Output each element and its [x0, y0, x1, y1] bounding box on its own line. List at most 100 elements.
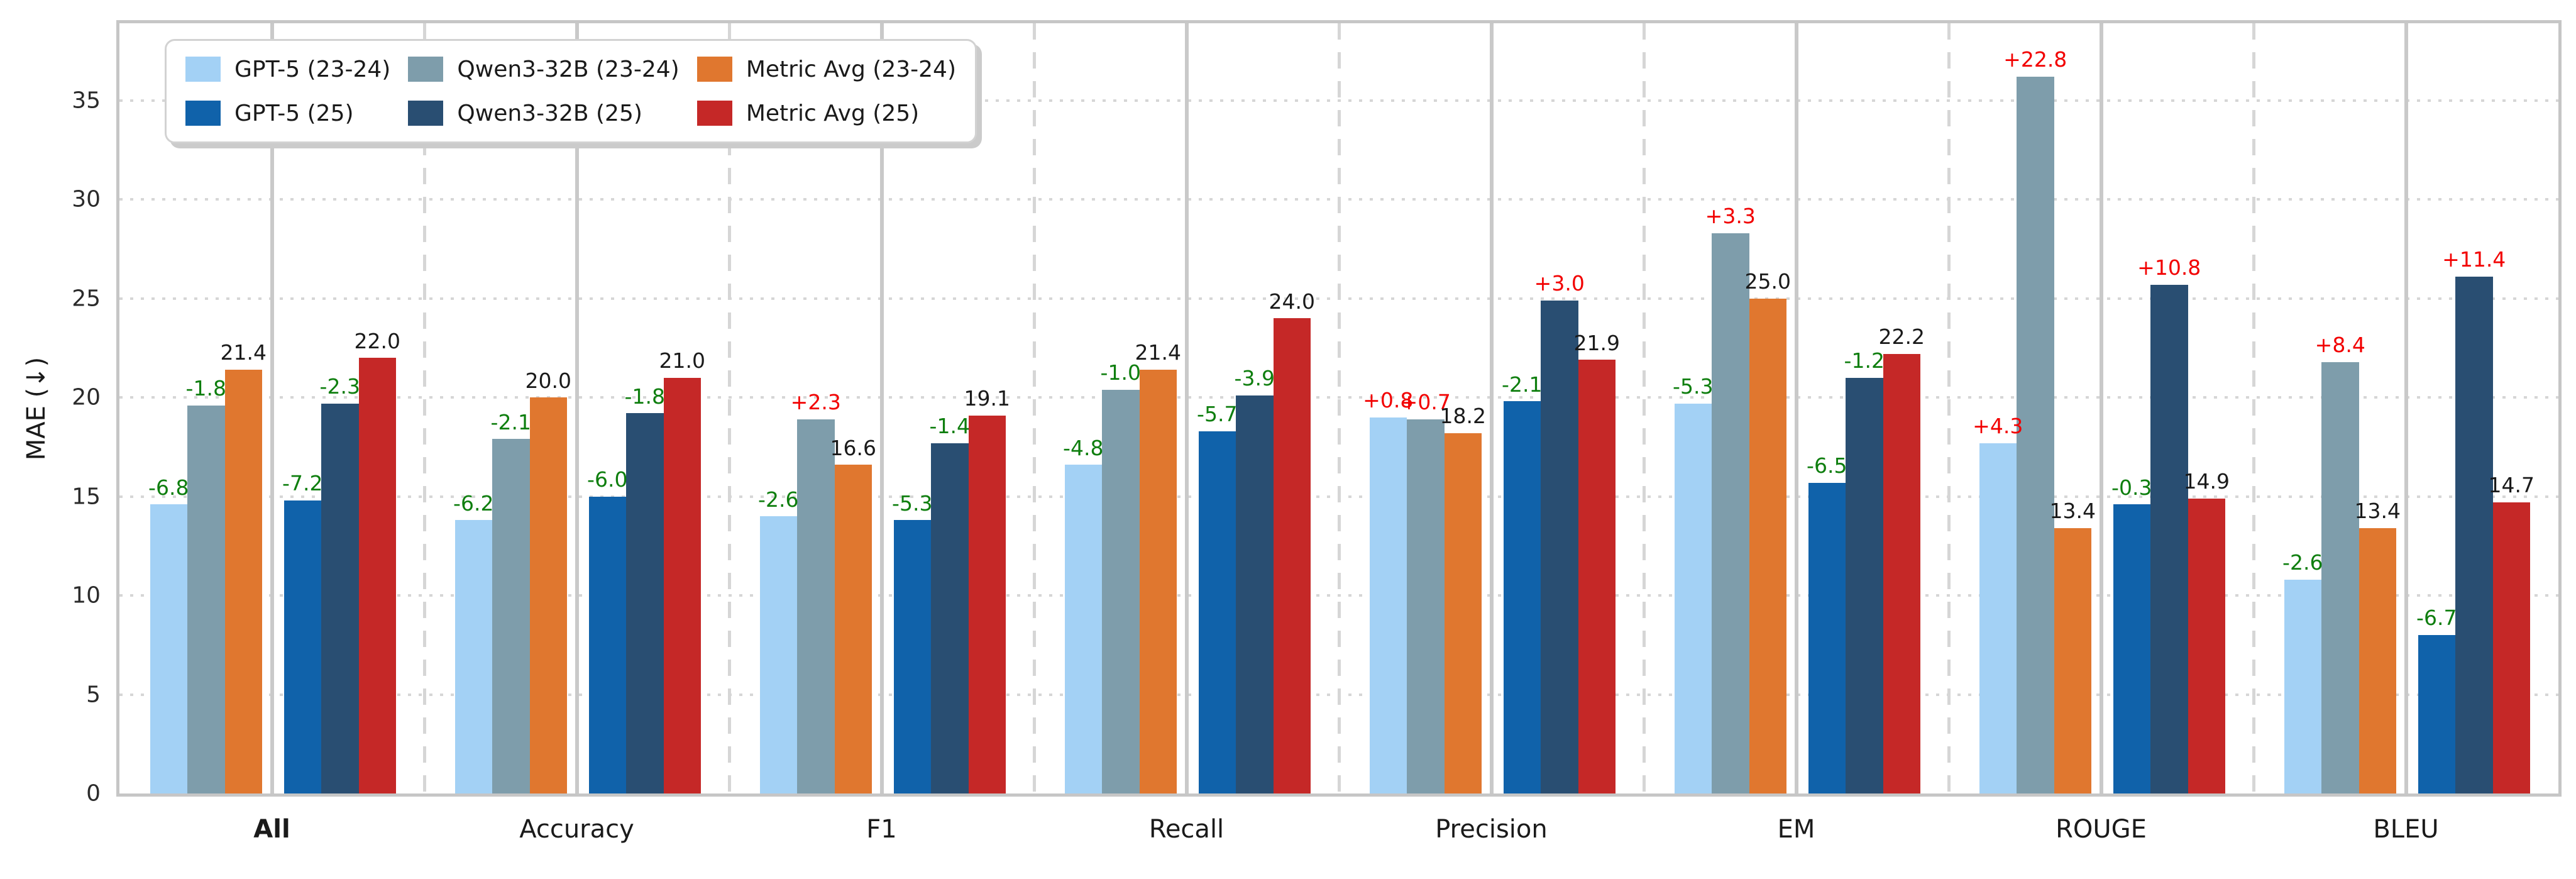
- y-tick-label: 5: [86, 682, 101, 708]
- plot-area: -6.8 -6.2 -2.6 -4.8 +0.8 -5.3 +4.3 -2.6 -1.8 -2.1…: [116, 20, 2562, 797]
- bar: [2321, 362, 2359, 793]
- y-tick-label: 30: [72, 186, 101, 213]
- bar: [588, 496, 626, 793]
- bar-label: 14.7: [2488, 473, 2535, 498]
- bar-label: 24.0: [1269, 289, 1315, 314]
- bar-label: 21.4: [220, 340, 267, 365]
- bar: [1979, 443, 2017, 793]
- bar: [283, 500, 321, 793]
- bar-label: +4.3: [1973, 413, 2023, 438]
- category-separator-line: [1032, 23, 1036, 793]
- bar: [1198, 431, 1236, 793]
- bar-label: -1.8: [185, 376, 226, 401]
- group-separator-line: [2099, 23, 2103, 793]
- bar: [2359, 528, 2396, 793]
- legend-entry: Qwen3-32B (25): [408, 101, 679, 126]
- group-separator-line: [575, 23, 579, 793]
- bar: [1674, 403, 1712, 793]
- bar-label: 13.4: [2049, 499, 2096, 524]
- bar: [454, 520, 492, 793]
- x-category-label: BLEU: [2373, 815, 2439, 844]
- bar: [2017, 77, 2054, 793]
- bar: [2418, 635, 2455, 793]
- bar: [1236, 395, 1274, 793]
- bar-label: -2.3: [319, 374, 360, 399]
- group-separator-line: [879, 23, 884, 793]
- bar: [1369, 417, 1407, 793]
- legend-swatch: [696, 57, 732, 82]
- x-category-label: F1: [866, 815, 897, 844]
- group-separator-line: [1184, 23, 1189, 793]
- bar: [1503, 401, 1541, 793]
- legend-swatch: [408, 101, 444, 126]
- legend-entry: GPT-5 (25): [185, 101, 390, 126]
- bar-label: 14.9: [2183, 469, 2230, 494]
- bar: [1846, 377, 1883, 793]
- bar: [834, 465, 872, 793]
- legend-label: GPT-5 (23-24): [234, 56, 391, 82]
- bar-label: -0.3: [2111, 475, 2152, 500]
- bar-label: -2.6: [2282, 550, 2323, 575]
- bar-label: -2.6: [758, 487, 799, 512]
- bar-label: 21.4: [1135, 340, 1181, 365]
- bar-label: -6.2: [453, 490, 494, 516]
- y-tick-label: 25: [72, 285, 101, 312]
- bar-label: +0.7: [1400, 390, 1451, 415]
- bar: [2113, 504, 2150, 793]
- bar: [224, 370, 262, 793]
- bar: [1407, 419, 1445, 793]
- category-separator-line: [1337, 23, 1341, 793]
- x-category-label: ROUGE: [2056, 815, 2147, 844]
- bar-label: -6.5: [1807, 453, 1847, 478]
- bar: [2054, 528, 2091, 793]
- legend-swatch: [185, 101, 221, 126]
- category-separator-line: [2252, 23, 2255, 793]
- bar: [529, 397, 567, 793]
- y-tick-label: 35: [72, 87, 101, 114]
- bar: [2188, 498, 2225, 793]
- legend-swatch: [408, 57, 444, 82]
- bar-label: -6.0: [587, 467, 628, 492]
- legend-label: Qwen3-32B (23-24): [457, 56, 680, 82]
- bar-label: -5.3: [1673, 374, 1714, 399]
- bar: [1139, 370, 1177, 793]
- legend-entry: Metric Avg (25): [696, 100, 956, 126]
- y-tick-label: 20: [72, 384, 101, 411]
- x-category-label: EM: [1777, 815, 1815, 844]
- x-category-label: Recall: [1148, 815, 1225, 844]
- y-tick-label: 10: [72, 582, 101, 609]
- bar-label: -2.1: [1502, 372, 1543, 397]
- bar-label: +8.4: [2315, 332, 2365, 357]
- bar-label: -1.4: [929, 413, 970, 438]
- y-tick-label: 0: [86, 780, 101, 807]
- legend-label: Metric Avg (23-24): [746, 56, 956, 82]
- bar-label: -7.2: [282, 471, 323, 496]
- bar-label: 21.9: [1573, 330, 1620, 355]
- category-separator-line: [1642, 23, 1646, 793]
- bar-label: 13.4: [2354, 499, 2401, 524]
- bar: [1064, 465, 1102, 793]
- x-category-label: All: [253, 815, 290, 844]
- bar-label: +2.3: [790, 390, 841, 415]
- category-separator-line: [1947, 23, 1951, 793]
- bar: [797, 419, 835, 793]
- bar: [1712, 233, 1749, 793]
- group-separator-line: [1489, 23, 1494, 793]
- bar: [931, 443, 969, 793]
- bar: [492, 439, 530, 793]
- bar-label: +0.8: [1363, 388, 1414, 413]
- legend-label: Metric Avg (25): [746, 100, 920, 126]
- bar: [968, 415, 1006, 793]
- bar-label: +3.3: [1705, 204, 1756, 229]
- bar-label: 16.6: [830, 435, 876, 460]
- bar: [1808, 482, 1846, 793]
- group-separator-line: [270, 23, 274, 793]
- bar: [1749, 298, 1786, 793]
- category-separator-line: [727, 23, 731, 793]
- group-separator-line: [1794, 23, 1798, 793]
- bar-label: -1.0: [1100, 360, 1141, 385]
- bar: [1541, 300, 1578, 793]
- bar: [2455, 277, 2493, 793]
- bar: [2150, 284, 2188, 793]
- bar: [150, 504, 187, 793]
